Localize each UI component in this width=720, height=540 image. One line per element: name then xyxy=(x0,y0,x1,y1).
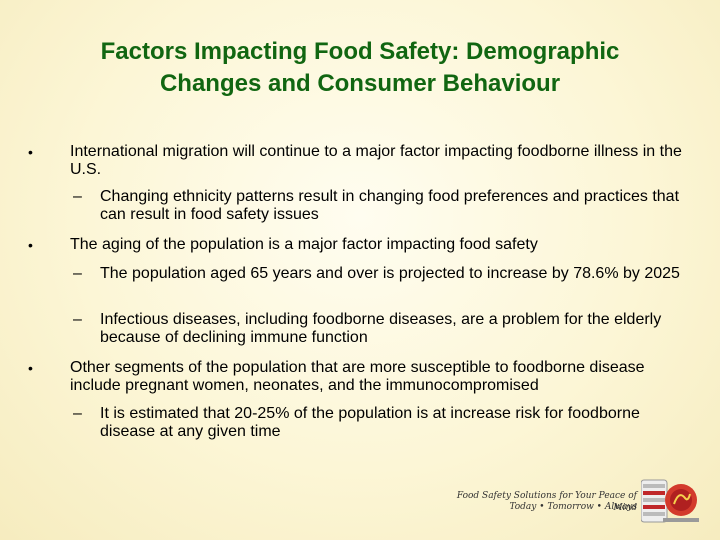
title-line-1: Factors Impacting Food Safety: Demograph… xyxy=(100,38,620,65)
bullet-marker: • xyxy=(28,237,33,253)
sub-bullet-text: It is estimated that 20-25% of the popul… xyxy=(100,405,640,440)
slide-title: Factors Impacting Food Safety: Demograph… xyxy=(40,36,680,100)
logo-subline: Today • Tomorrow • Always xyxy=(509,502,637,512)
dash-marker: – xyxy=(73,265,82,282)
sub-bullet-item: – Changing ethnicity patterns result in … xyxy=(73,188,690,224)
bullet-text: International migration will continue to… xyxy=(70,143,682,178)
company-logo: Food Safety Solutions for Your Peace of … xyxy=(445,478,707,524)
dash-marker: – xyxy=(73,311,82,328)
bullet-item: • Other segments of the population that … xyxy=(28,359,690,395)
bullet-text: The aging of the population is a major f… xyxy=(70,236,538,253)
sub-bullet-item: – It is estimated that 20-25% of the pop… xyxy=(73,405,690,441)
bullet-marker: • xyxy=(28,360,33,376)
dash-marker: – xyxy=(73,405,82,422)
sub-bullet-item: – Infectious diseases, including foodbor… xyxy=(73,311,690,347)
bullet-item: • The aging of the population is a major… xyxy=(28,236,690,254)
sub-bullet-item: – The population aged 65 years and over … xyxy=(73,265,690,283)
logo-tagline: Food Safety Solutions for Your Peace of … xyxy=(456,491,637,513)
food-safety-emblem-icon xyxy=(641,479,699,523)
sub-bullet-text: The population aged 65 years and over is… xyxy=(100,265,680,282)
bullet-item: • International migration will continue … xyxy=(28,143,690,179)
bullet-marker: • xyxy=(28,144,33,160)
title-line-2: Changes and Consumer Behaviour xyxy=(159,70,561,97)
bullet-text: Other segments of the population that ar… xyxy=(70,359,645,394)
sub-bullet-text: Changing ethnicity patterns result in ch… xyxy=(100,188,680,223)
sub-bullet-text: Infectious diseases, including foodborne… xyxy=(100,311,662,346)
dash-marker: – xyxy=(73,188,82,205)
